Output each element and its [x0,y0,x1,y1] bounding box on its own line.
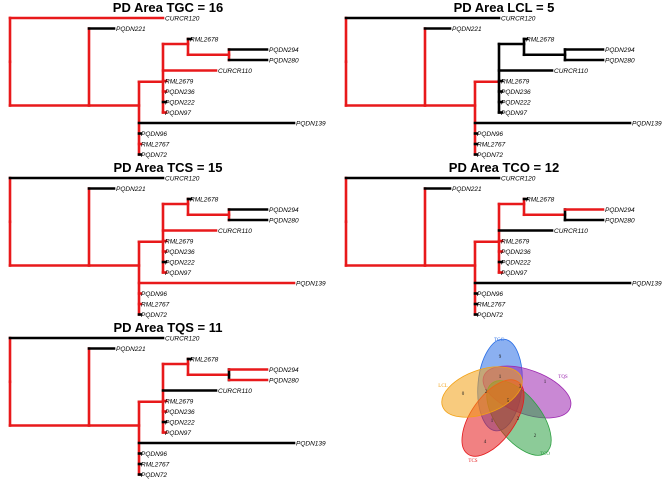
venn-count: 4 [484,440,487,445]
venn-count: 1 [544,380,547,385]
tip-label: PQDN97 [165,430,191,437]
tip-label: PQDN222 [501,99,531,106]
tip-label: RML2678 [526,36,555,43]
tip-label: CURCR120 [501,175,536,182]
venn-label-lcl: LCL [438,384,447,389]
venn-set-lcl [441,366,523,418]
tip-label: PQDN221 [116,26,146,33]
venn-count: 2 [485,390,488,395]
tip-label: RML2767 [141,301,170,308]
tip-label: PQDN221 [452,186,482,193]
tip-label: PQDN280 [605,217,635,224]
tip-label: RML2679 [501,238,530,245]
tip-label: PQDN72 [477,312,503,319]
tip-label: RML2767 [477,301,506,308]
tip-label: PQDN139 [296,120,326,127]
tip-label: RML2679 [165,238,194,245]
tip-label: RML2678 [190,196,219,203]
venn-count: 1 [491,419,494,424]
tip-label: PQDN221 [116,186,146,193]
venn-count: 0 [462,392,465,397]
panel-title: PD Area TQS = 11 [114,320,223,335]
tip-label: PQDN139 [296,280,326,287]
tip-label: PQDN236 [165,249,195,256]
tip-label: PQDN97 [165,270,191,277]
tip-label: PQDN222 [165,419,195,426]
tip-label: CURCR110 [218,228,252,235]
panel-title: PD Area TCS = 15 [114,160,223,175]
tip-label: PQDN294 [605,207,635,214]
tip-label: CURCR120 [501,15,536,22]
tip-label: CURCR110 [218,68,252,75]
tip-label: PQDN222 [165,99,195,106]
tip-label: PQDN294 [269,47,299,54]
venn-count: 2 [534,434,537,439]
tip-label: PQDN97 [165,110,191,117]
panel-title: PD Area LCL = 5 [454,0,555,15]
tip-label: PQDN97 [501,270,527,277]
tip-label: PQDN96 [141,451,167,458]
tip-label: RML2678 [190,356,219,363]
venn-label-tqs: TQS [558,375,568,380]
tip-label: RML2767 [477,141,506,148]
tip-label: PQDN236 [165,89,195,96]
tip-label: PQDN236 [165,409,195,416]
tip-label: PQDN280 [269,377,299,384]
tip-label: PQDN294 [605,47,635,54]
tip-label: PQDN222 [165,259,195,266]
tip-label: PQDN139 [632,280,662,287]
venn-label-tco: TCO [540,452,550,457]
tip-label: CURCR120 [165,15,200,22]
tip-label: PQDN294 [269,367,299,374]
tip-label: PQDN221 [452,26,482,33]
venn-count: 5 [507,399,510,404]
tip-label: PQDN139 [296,440,326,447]
tip-label: CURCR110 [554,68,588,75]
tip-label: PQDN96 [141,131,167,138]
tip-label: PQDN96 [141,291,167,298]
tip-label: RML2678 [526,196,555,203]
tip-label: PQDN72 [477,152,503,159]
tip-label: CURCR110 [554,228,588,235]
venn-count: 2 [517,417,520,422]
tip-label: CURCR110 [218,388,252,395]
tip-label: PQDN294 [269,207,299,214]
tip-label: PQDN280 [269,217,299,224]
venn-count: 1 [499,375,502,380]
tip-label: CURCR120 [165,335,200,342]
tip-label: PQDN97 [501,110,527,117]
venn-label-tcs: TCS [468,459,477,464]
tip-label: PQDN280 [269,57,299,64]
tip-label: PQDN221 [116,346,146,353]
tip-label: RML2678 [190,36,219,43]
venn-label-tgc: TGC [494,338,505,343]
tip-label: RML2679 [501,78,530,85]
tip-label: PQDN280 [605,57,635,64]
tip-label: PQDN72 [141,312,167,319]
tip-label: RML2679 [165,398,194,405]
panel-title: PD Area TCO = 12 [449,160,559,175]
tip-label: PQDN236 [501,89,531,96]
venn-diagram: TGC TQS TCO TCS LCL 9 1 2 4 0 5 3 2 1 2 1 [438,338,572,464]
venn-count: 9 [499,355,502,360]
panel-title: PD Area TGC = 16 [113,0,223,15]
tip-label: PQDN139 [632,120,662,127]
tip-label: RML2767 [141,461,170,468]
tip-label: PQDN236 [501,249,531,256]
tip-label: PQDN96 [477,131,503,138]
tip-label: CURCR120 [165,175,200,182]
tip-label: RML2767 [141,141,170,148]
tip-label: PQDN222 [501,259,531,266]
venn-count: 3 [519,385,522,390]
tip-label: RML2679 [165,78,194,85]
tip-label: PQDN72 [141,472,167,479]
tip-label: PQDN96 [477,291,503,298]
tip-label: PQDN72 [141,152,167,159]
